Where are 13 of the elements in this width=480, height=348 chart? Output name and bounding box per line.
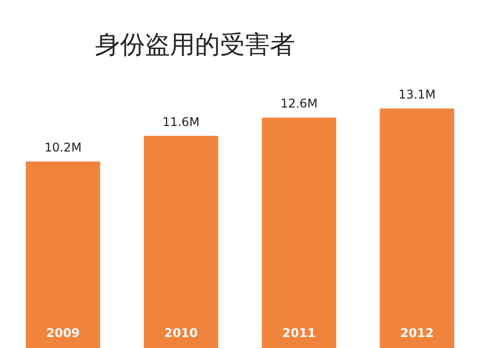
- x-tick-label: 2009: [46, 326, 80, 340]
- chart-title: 身份盗用的受害者: [95, 29, 295, 61]
- x-tick-label: 2011: [282, 326, 316, 340]
- data-label: 11.6M: [162, 115, 200, 130]
- data-label: 12.6M: [280, 96, 318, 111]
- bar: [26, 161, 100, 348]
- x-tick-label: 2012: [400, 326, 434, 340]
- data-label: 13.1M: [398, 88, 436, 102]
- bar: [262, 118, 336, 348]
- data-label: 10.2M: [44, 140, 82, 155]
- bar: [144, 136, 218, 348]
- bar: [380, 108, 454, 348]
- x-tick-label: 2010: [164, 326, 198, 340]
